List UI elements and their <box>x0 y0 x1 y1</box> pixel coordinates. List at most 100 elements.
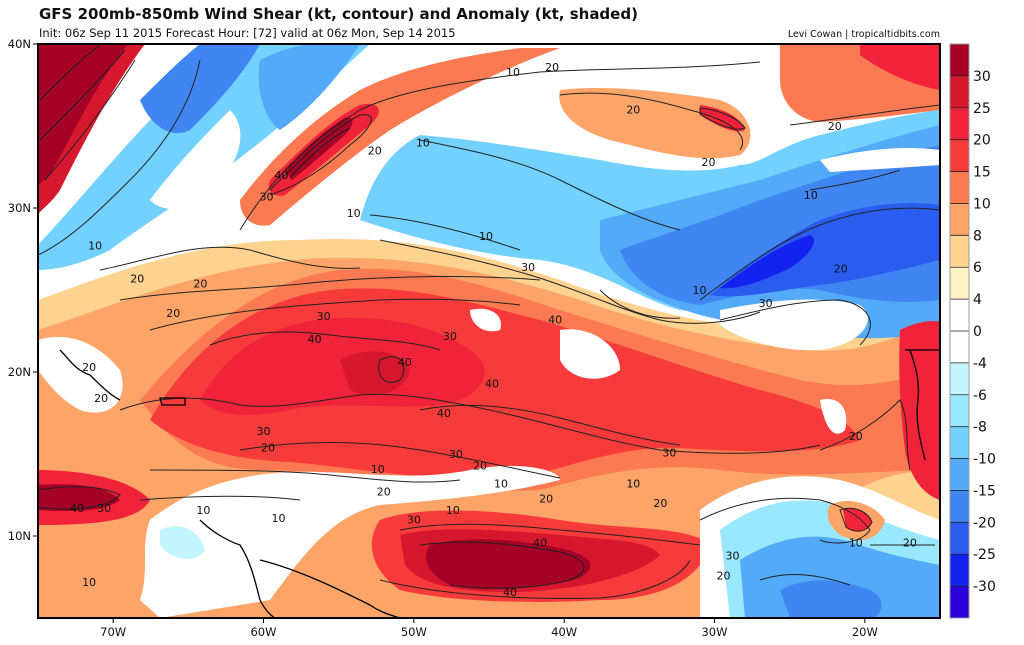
contour-label: 10 <box>626 478 640 491</box>
contour-line <box>699 107 746 130</box>
colorbar-tick-label: 10 <box>973 196 991 212</box>
contour-line <box>789 104 940 126</box>
colorbar-bin <box>950 267 969 300</box>
contour-line <box>599 289 681 319</box>
colorbar-bin <box>950 394 969 428</box>
contour-label: 40 <box>308 333 322 346</box>
contour-line <box>378 356 405 383</box>
coastline <box>909 349 926 461</box>
colorbar-bin <box>950 235 969 268</box>
x-tick-label: 20W <box>852 625 878 639</box>
anomaly-region <box>820 148 940 172</box>
contour-label: 40 <box>275 169 289 182</box>
colorbar-bin <box>950 490 969 523</box>
contour-line <box>559 92 743 151</box>
contour-line <box>38 486 121 510</box>
contour-label: 40 <box>533 537 547 550</box>
plot-frame <box>37 43 941 619</box>
anomaly-region <box>843 508 872 532</box>
x-axis: 70W 60W 50W 40W 30W 20W <box>100 618 878 639</box>
contour-label: 10 <box>88 240 102 253</box>
colorbar-tick-label: -4 <box>973 356 987 372</box>
colorbar-bin <box>950 171 969 204</box>
anomaly-region <box>258 44 360 130</box>
anomaly-region <box>140 465 560 618</box>
contour-label: 40 <box>485 377 499 390</box>
anomaly-region <box>426 539 591 590</box>
contour-line <box>419 139 681 231</box>
colorbar-tick-label: -8 <box>973 420 987 436</box>
x-tick-label: 70W <box>100 625 126 639</box>
contour-label: 30 <box>759 297 773 310</box>
contour-label: 10 <box>849 537 863 550</box>
anomaly-region <box>38 336 123 413</box>
coastline <box>159 397 186 406</box>
anomaly-region <box>160 526 205 560</box>
contour-label: 10 <box>494 478 508 491</box>
contour-label: 30 <box>97 502 111 515</box>
contour-line <box>99 246 361 271</box>
contour-line <box>839 507 873 532</box>
anomaly-shading <box>38 44 940 618</box>
colorbar-tick-label: -30 <box>973 579 996 595</box>
colorbar-bin <box>950 331 969 364</box>
contour-label: 30 <box>662 446 676 459</box>
colorbar-bin <box>950 139 969 173</box>
contour-label: 30 <box>726 550 740 563</box>
contour-line <box>399 523 701 546</box>
contour-line <box>149 298 521 331</box>
x-tick-label: 60W <box>250 625 276 639</box>
coastline <box>199 519 276 618</box>
contour-label: 20 <box>94 392 108 405</box>
anomaly-region <box>150 110 241 209</box>
y-tick-label: 10N <box>8 529 31 543</box>
colorbar-bin <box>950 426 969 460</box>
contour-line <box>139 495 301 501</box>
contour-label: 10 <box>196 504 210 517</box>
contour-label: 10 <box>371 463 385 476</box>
contour-label: 20 <box>368 145 382 158</box>
anomaly-region <box>240 48 560 226</box>
contour-label: 20 <box>130 273 144 286</box>
contour-line <box>239 442 561 479</box>
coastline <box>259 559 401 618</box>
chart-subtitle: Init: 06z Sep 11 2015 Forecast Hour: [72… <box>39 26 456 40</box>
colorbar-tick-label: 25 <box>973 101 991 117</box>
contour-line <box>379 239 761 324</box>
contour-line <box>209 331 441 351</box>
contour-label: 10 <box>692 284 706 297</box>
x-tick-label: 30W <box>701 625 727 639</box>
contour-line <box>239 61 761 231</box>
contour-label: 20 <box>849 430 863 443</box>
contour-line <box>419 404 681 446</box>
contour-label: 20 <box>545 61 559 74</box>
contour-label: 40 <box>398 356 412 369</box>
contour-line <box>39 49 126 141</box>
anomaly-region <box>720 299 868 351</box>
contour-line <box>269 114 372 196</box>
contour-label: 10 <box>446 504 460 517</box>
contour-line <box>699 497 871 544</box>
colorbar-tick-label: 30 <box>973 69 991 85</box>
anomaly-region <box>140 44 260 134</box>
contour-label: 30 <box>407 514 421 527</box>
colorbar-frame <box>949 43 970 619</box>
contour-line <box>699 207 940 301</box>
colorbar-tick-label: -15 <box>973 483 996 499</box>
contour-label: 20 <box>903 537 917 550</box>
contour-line <box>369 214 521 251</box>
colorbar-bin <box>950 44 969 77</box>
coastline <box>59 349 121 401</box>
contour-label: 20 <box>701 156 715 169</box>
contour-line <box>809 169 901 191</box>
contour-line <box>149 469 461 483</box>
contour-line <box>819 399 911 471</box>
shear-contours <box>38 44 940 599</box>
y-tick-label: 40N <box>8 37 31 51</box>
contour-line <box>119 393 821 454</box>
colorbar-tick-label: 8 <box>973 228 982 244</box>
contour-label: 20 <box>166 307 180 320</box>
contour-label: 10 <box>804 189 818 202</box>
anomaly-region <box>820 399 847 434</box>
